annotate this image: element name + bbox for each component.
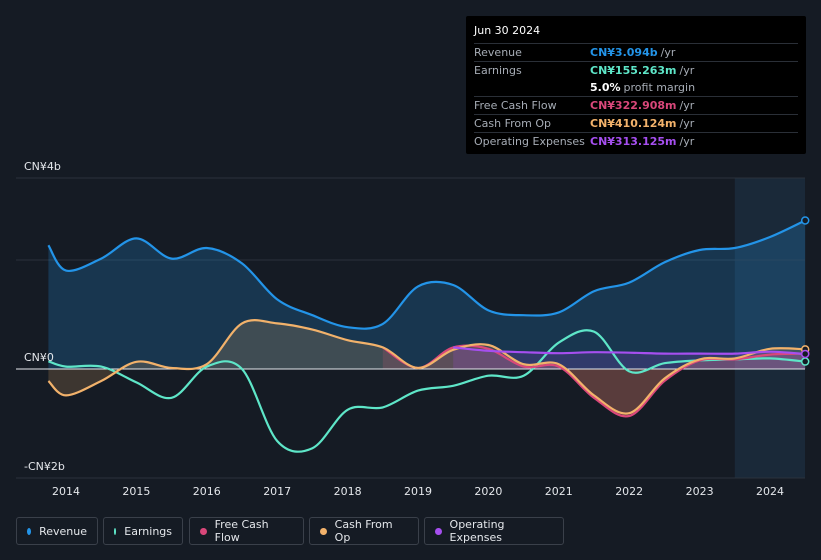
tooltip-row-revenue: Revenue CN¥3.094b /yr <box>474 43 798 61</box>
tooltip-label: Revenue <box>474 46 522 59</box>
tooltip-label: Operating Expenses <box>474 135 585 148</box>
tooltip-date: Jun 30 2024 <box>474 24 541 37</box>
y-tick-top: CN¥4b <box>24 160 61 173</box>
y-tick-zero: CN¥0 <box>24 351 54 364</box>
tooltip-value: CN¥322.908m <box>590 99 677 112</box>
legend-revenue[interactable]: Revenue <box>16 517 98 545</box>
tooltip-unit: /yr <box>679 117 695 130</box>
tooltip-row-fcf: Free Cash Flow CN¥322.908m /yr <box>474 96 798 114</box>
tooltip-value: CN¥410.124m <box>590 117 677 130</box>
tooltip-value: CN¥313.125m <box>590 135 677 148</box>
tooltip-label: Free Cash Flow <box>474 99 557 112</box>
legend-dot-icon <box>200 527 207 535</box>
tooltip-row-margin: 5.0% profit margin <box>474 79 798 96</box>
legend-label: Cash From Op <box>334 518 393 544</box>
x-axis: 2014 2015 2016 2017 2018 2019 2020 2021 2022 2023… <box>52 485 784 498</box>
tooltip-unit: /yr <box>679 135 695 148</box>
tooltip-value: 5.0% <box>590 81 621 94</box>
tooltip-unit: /yr <box>679 64 695 77</box>
tooltip-row-opex: Operating Expenses CN¥313.125m /yr <box>474 132 798 150</box>
legend-dot-icon <box>114 527 117 535</box>
revenue-line <box>47 219 806 330</box>
area-fills <box>48 220 806 417</box>
x-tick-label: 2014 <box>52 485 80 498</box>
legend-earnings[interactable]: Earnings <box>103 517 183 545</box>
x-tick-label: 2021 <box>545 485 573 498</box>
tooltip-unit: /yr <box>679 99 695 112</box>
operating-expenses-line <box>453 346 806 356</box>
x-tick-label: 2017 <box>263 485 291 498</box>
legend-dot-icon <box>27 527 32 535</box>
legend-dot-icon <box>320 527 327 535</box>
tooltip-label: Cash From Op <box>474 117 552 130</box>
revenue-area <box>48 220 806 369</box>
revenue-end-marker <box>800 216 810 225</box>
legend-operating-expenses[interactable]: Operating Expenses <box>424 517 564 545</box>
legend-free-cash-flow[interactable]: Free Cash Flow <box>189 517 304 545</box>
tooltip: Jun 30 2024 Revenue CN¥3.094b /yr Earnin… <box>466 16 806 154</box>
x-tick-label: 2019 <box>404 485 432 498</box>
tooltip-row-cfo: Cash From Op CN¥410.124m /yr <box>474 114 798 132</box>
x-tick-label: 2024 <box>756 485 784 498</box>
tooltip-unit: profit margin <box>623 81 696 94</box>
tooltip-value: CN¥3.094b <box>590 46 658 59</box>
y-tick-bottom: -CN¥2b <box>24 460 65 473</box>
tooltip-label: Earnings <box>474 64 522 77</box>
earnings-end-marker <box>800 357 810 366</box>
series-lines <box>47 219 806 453</box>
legend-label: Revenue <box>39 524 87 538</box>
tooltip-value: CN¥155.263m <box>590 64 677 77</box>
legend-label: Free Cash Flow <box>214 518 269 544</box>
end-markers <box>800 216 810 366</box>
operating-expenses-end-marker <box>800 349 810 359</box>
legend-cash-from-op[interactable]: Cash From Op <box>309 517 419 545</box>
x-tick-label: 2020 <box>474 485 502 498</box>
legend-label: Earnings <box>124 524 172 538</box>
forecast-band <box>734 178 805 478</box>
tooltip-unit: /yr <box>660 46 676 59</box>
x-tick-label: 2015 <box>122 485 150 498</box>
legend-dot-icon <box>435 527 442 535</box>
x-tick-label: 2018 <box>334 485 362 498</box>
tooltip-row-earnings: Earnings CN¥155.263m /yr <box>474 61 798 79</box>
earnings-line <box>48 329 806 453</box>
grid <box>16 177 805 479</box>
free-cash-flow-area <box>382 345 806 417</box>
x-tick-label: 2016 <box>193 485 221 498</box>
x-tick-label: 2023 <box>686 485 714 498</box>
cash-from-op-line <box>47 319 806 415</box>
legend-label: Operating Expenses <box>449 518 505 544</box>
x-tick-label: 2022 <box>615 485 643 498</box>
